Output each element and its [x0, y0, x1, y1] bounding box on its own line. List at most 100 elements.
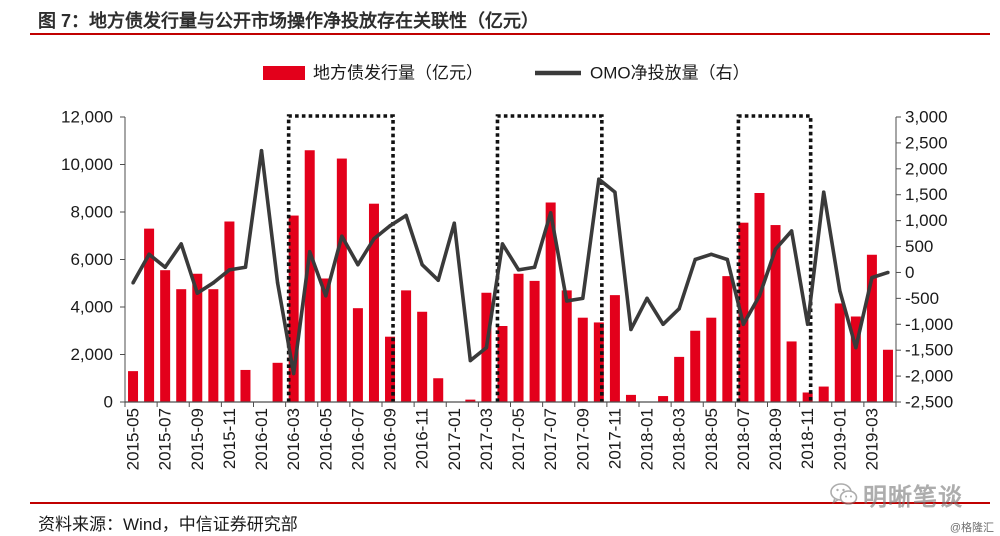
line-point	[645, 296, 649, 301]
y-left-tick-label: 10,000	[61, 155, 113, 174]
axes: 0 2,000 4,000 6,000 8,000 10,000 12,000 -2,500 -…	[61, 108, 953, 471]
line-point	[693, 257, 697, 262]
highlight-box	[286, 114, 395, 402]
line-point	[372, 237, 376, 241]
y-right-tick-label: -2,500	[905, 393, 953, 412]
line-point	[757, 294, 762, 298]
credit-text: @格隆汇	[949, 522, 994, 534]
line-point	[291, 371, 296, 376]
y-right-tick-label: 500	[905, 237, 933, 256]
bar	[208, 289, 219, 402]
line-point	[484, 345, 489, 350]
line-point	[131, 281, 135, 285]
y-right-tick-label: 0	[905, 263, 914, 282]
highlight-box	[495, 114, 604, 402]
line-point	[838, 288, 842, 293]
x-tick-label: 2019-03	[862, 408, 881, 470]
wechat-icon-eye	[836, 488, 839, 491]
omo-line	[131, 148, 889, 376]
y-right-tick-label: 1,000	[905, 211, 948, 230]
line-point	[870, 275, 874, 280]
bar	[513, 273, 524, 402]
line-point	[548, 211, 553, 215]
line-point	[195, 291, 199, 295]
line-point	[789, 229, 794, 233]
x-tick-label: 2019-01	[830, 408, 849, 470]
highlight-boxes	[286, 114, 813, 402]
line-point	[179, 242, 183, 246]
line-point	[163, 265, 167, 269]
bar	[240, 369, 251, 402]
y-right-tick-label: -2,000	[905, 367, 953, 386]
line-point	[308, 250, 312, 254]
line-point	[709, 252, 713, 257]
line-point	[356, 262, 360, 267]
y-right-tick-label: 2,500	[905, 133, 948, 152]
x-tick-label: 2015-11	[220, 408, 239, 469]
line-point	[340, 234, 344, 238]
highlight-box	[736, 114, 813, 402]
x-tick-label: 2018-11	[798, 408, 817, 469]
bar	[770, 225, 781, 402]
x-tick-label: 2016-05	[316, 408, 335, 470]
bar	[706, 317, 717, 402]
y-left-tick-label: 4,000	[70, 298, 113, 317]
source-note: 资料来源：Wind，中信证券研究部	[38, 515, 298, 534]
legend-label-bar: 地方债发行量（亿元）	[313, 64, 483, 83]
line-point	[259, 148, 264, 153]
bar	[882, 349, 893, 402]
line-point	[532, 265, 537, 269]
bar	[738, 222, 749, 402]
line-point	[581, 296, 585, 301]
bar	[336, 158, 347, 402]
bar	[529, 280, 540, 403]
bar	[320, 278, 331, 402]
bar	[545, 202, 556, 402]
bar	[690, 330, 701, 402]
line-point	[211, 281, 216, 285]
x-tick-label: 2015-09	[188, 408, 207, 470]
bar	[401, 290, 412, 403]
title-rule	[30, 33, 990, 35]
wechat-icon-eye	[845, 495, 847, 497]
x-tick-label: 2018-01	[638, 408, 657, 470]
wechat-icon-bubble-small	[839, 489, 858, 505]
bar	[160, 270, 171, 402]
line-point	[452, 221, 456, 225]
bar	[818, 386, 829, 402]
y-right-tick-label: 3,000	[905, 108, 948, 127]
bar	[593, 322, 604, 402]
line-point	[420, 262, 424, 267]
y-left-tick-label: 12,000	[61, 108, 113, 127]
bar	[176, 289, 187, 402]
x-tick-label: 2017-05	[509, 408, 528, 470]
wechat-icon-eye	[850, 495, 852, 497]
line-point	[227, 268, 232, 272]
bar	[561, 290, 572, 403]
line-point	[886, 270, 890, 275]
y-left-tick-label: 2,000	[70, 345, 113, 364]
line-point	[275, 281, 280, 285]
y-right-tick-label: 2,000	[905, 159, 948, 178]
bar	[224, 221, 235, 402]
y-left-tick-label: 8,000	[70, 203, 113, 222]
watermark-text: 明晰笔谈	[863, 484, 963, 511]
y-right-tick-label: 1,500	[905, 185, 948, 204]
bar	[433, 378, 444, 402]
bar	[609, 295, 620, 403]
line-point	[597, 177, 601, 181]
y-right-tick-label: -1,000	[905, 315, 953, 334]
line-point	[565, 299, 569, 303]
bar	[866, 254, 877, 402]
x-tick-label: 2018-07	[734, 408, 753, 470]
line-point	[388, 224, 392, 228]
line-point	[822, 190, 826, 194]
bar	[304, 150, 315, 402]
line-point	[516, 268, 521, 272]
x-tick-label: 2015-07	[156, 408, 175, 470]
line-point	[404, 213, 408, 218]
legend-swatch-bar	[263, 66, 305, 80]
line-point	[741, 322, 746, 326]
bar	[465, 399, 476, 403]
line-point	[661, 322, 665, 326]
